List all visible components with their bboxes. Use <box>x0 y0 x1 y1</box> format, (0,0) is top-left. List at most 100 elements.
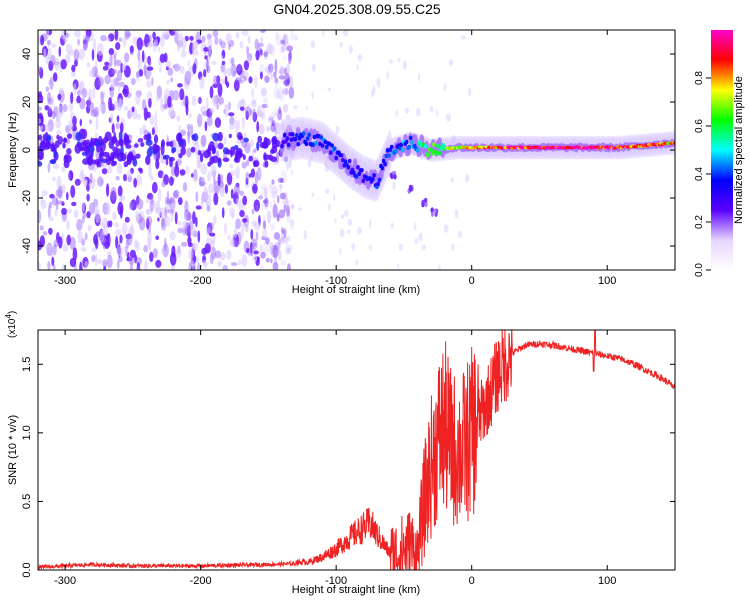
spectrogram-noise-cell <box>78 146 86 152</box>
spectrogram-noise-cell <box>282 103 289 113</box>
spectrogram-noise-cell <box>149 251 154 262</box>
spectrogram-noise-cell <box>245 220 249 232</box>
spectrogram-noise-cell <box>57 200 64 205</box>
spectrogram-noise-cell <box>52 264 56 270</box>
spectrogram-noise-cell <box>69 236 76 251</box>
spectrogram-noise-cell <box>74 30 81 38</box>
snr-x-tick-label: -200 <box>190 575 212 587</box>
spectrogram-noise-cell <box>72 247 78 261</box>
spectrogram-noise-cell <box>38 66 42 73</box>
spectrogram-noise-cell <box>348 45 353 54</box>
spectrogram-noise-cell <box>203 69 207 78</box>
spectrogram-noise-cell <box>203 150 211 159</box>
spectrogram-noise-cell <box>104 61 110 66</box>
spectrogram-noise-cell <box>135 92 141 105</box>
spectrogram-noise-cell <box>284 40 290 52</box>
spectrogram-noise-cell <box>274 126 278 137</box>
spectrogram-noise-cell <box>104 241 110 249</box>
spectrogram-noise-cell <box>264 160 269 168</box>
spectrogram-signal-core <box>360 168 364 173</box>
spectrogram-signal-core <box>305 136 310 141</box>
spectrogram-noise-cell <box>84 232 88 241</box>
spectrogram-noise-cell <box>276 213 280 222</box>
spectrogram-noise-cell <box>195 216 198 228</box>
spectrogram-noise-cell <box>283 34 287 47</box>
spectrogram-noise-cell <box>388 59 394 64</box>
spectrogram-noise-cell <box>72 115 77 127</box>
spectrogram-noise-cell <box>239 106 245 111</box>
spectrogram-noise-cell <box>355 259 359 266</box>
spectrogram-noise-cell <box>278 184 283 189</box>
spectrogram-noise-cell <box>124 32 132 37</box>
spectrogram-noise-cell <box>226 149 231 155</box>
spectrogram-signal-core <box>295 133 299 138</box>
spectrogram-noise-cell <box>266 43 274 55</box>
spectrogram-noise-cell <box>185 165 190 175</box>
spectrogram-noise-cell <box>237 63 242 72</box>
spectrogram-noise-cell <box>242 195 248 206</box>
spectrogram-noise-cell <box>97 176 104 187</box>
spectrogram-noise-cell <box>260 30 266 33</box>
spectrogram-noise-cell <box>112 146 119 153</box>
spectrogram-noise-cell <box>268 63 274 73</box>
spectrogram-noise-cell <box>276 90 282 100</box>
spectrogram-noise-cell <box>139 127 143 136</box>
snr-multiplier-exponent: 4 <box>4 314 13 319</box>
spectrogram-noise-cell <box>273 71 277 78</box>
spectrogram-noise-cell <box>283 228 287 238</box>
spectrogram-noise-cell <box>88 179 96 190</box>
spectrogram-noise-cell <box>273 232 280 240</box>
spectrogram-noise-cell <box>230 63 237 78</box>
spectrogram-noise-cell <box>134 143 139 148</box>
spectrogram-noise-cell <box>187 130 191 144</box>
spectrogram-noise-cell <box>106 183 110 197</box>
spectrogram-noise-cell <box>51 196 59 206</box>
spectrogram-noise-cell <box>42 133 46 143</box>
spectrogram-signal-core <box>339 153 344 158</box>
spectrogram-signal-core <box>380 165 385 171</box>
spectrogram-noise-cell <box>293 105 298 110</box>
spectrogram-noise-cell <box>81 216 85 224</box>
spectrogram-noise-cell <box>51 176 56 182</box>
spectrogram-noise-cell <box>117 201 124 216</box>
spectrogram-noise-cell <box>54 140 60 149</box>
spectrogram-noise-cell <box>54 209 58 217</box>
spectrogram-noise-cell <box>241 116 245 130</box>
spectrogram-noise-cell <box>199 115 203 120</box>
spectrogram-signal-core <box>301 131 306 136</box>
spectrogram-noise-cell <box>40 35 45 46</box>
spectrogram-noise-cell <box>280 39 285 45</box>
spectrogram-signal-core <box>672 141 675 145</box>
colorbar-tick-label: 0.6 <box>694 119 705 133</box>
spectrogram-noise-cell <box>226 200 232 206</box>
spectrogram-noise-cell <box>195 191 199 203</box>
spectrogram-noise-cell <box>277 177 284 183</box>
spectrogram-noise-cell <box>148 164 152 178</box>
spectrogram-noise-cell <box>225 32 232 45</box>
spectrogram-noise-cell <box>45 86 50 92</box>
spectrogram-x-tick-label: -100 <box>325 275 347 287</box>
spectrogram-noise-cell <box>106 165 113 175</box>
spectrogram-noise-cell <box>287 52 292 65</box>
spectrogram-noise-cell <box>262 228 267 240</box>
spectrogram-noise-cell <box>135 241 140 252</box>
spectrogram-noise-cell <box>126 170 132 177</box>
spectrogram-noise-cell <box>284 156 289 162</box>
spectrogram-noise-cell <box>252 254 258 263</box>
spectrogram-noise-cell <box>117 185 123 197</box>
spectrogram-noise-cell <box>118 37 123 42</box>
spectrogram-noise-cell <box>38 209 42 224</box>
spectrogram-noise-cell <box>152 40 157 52</box>
spectrogram-noise-cell <box>416 107 421 117</box>
spectrogram-signal-core <box>399 142 404 147</box>
spectrogram-noise-cell <box>270 156 278 163</box>
spectrogram-branch-cell <box>421 202 425 208</box>
spectrogram-noise-cell <box>196 49 199 56</box>
spectrogram-noise-cell <box>270 73 273 81</box>
spectrogram-noise-cell <box>284 243 290 256</box>
spectrogram-noise-cell <box>204 243 211 254</box>
spectrogram-noise-cell <box>91 247 98 252</box>
spectrogram-noise-cell <box>146 66 154 71</box>
spectrogram-noise-cell <box>281 192 288 201</box>
spectrogram-noise-cell <box>204 55 208 60</box>
